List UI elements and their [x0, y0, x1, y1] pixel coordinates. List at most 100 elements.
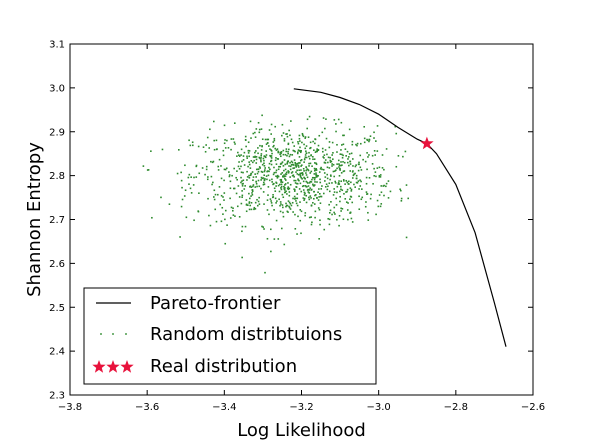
scatter-point — [246, 179, 248, 181]
scatter-point — [268, 170, 270, 173]
scatter-point — [257, 168, 260, 170]
scatter-point — [320, 188, 323, 190]
scatter-point — [308, 189, 311, 191]
scatter-point — [250, 201, 253, 204]
scatter-point — [318, 171, 321, 173]
scatter-point — [276, 148, 279, 150]
scatter-point — [368, 139, 371, 141]
scatter-point — [248, 174, 250, 177]
scatter-point — [295, 166, 298, 168]
scatter-point — [351, 171, 354, 173]
scatter-point — [241, 225, 244, 228]
scatter-point — [195, 164, 198, 167]
scatter-point — [240, 171, 243, 174]
legend-star — [106, 360, 120, 373]
scatter-point — [346, 181, 349, 184]
scatter-point — [301, 132, 304, 135]
scatter-point — [310, 223, 313, 226]
scatter-point — [181, 198, 184, 201]
scatter-point — [288, 201, 291, 204]
scatter-point — [395, 165, 398, 168]
scatter-point — [299, 162, 301, 164]
scatter-point — [291, 161, 294, 164]
scatter-point — [292, 149, 295, 152]
scatter-point — [349, 195, 352, 198]
scatter-point — [183, 195, 186, 197]
scatter-point — [376, 125, 379, 127]
scatter-point — [326, 177, 329, 180]
scatter-point — [278, 190, 281, 193]
scatter-point — [339, 200, 341, 203]
scatter-point — [338, 214, 341, 217]
scatter-point — [265, 154, 268, 156]
scatter-point — [281, 204, 284, 206]
scatter-point — [385, 148, 388, 150]
scatter-point — [310, 189, 313, 191]
scatter-point — [245, 199, 248, 201]
scatter-point — [308, 182, 311, 184]
scatter-point — [275, 169, 278, 172]
scatter-point — [232, 214, 235, 216]
scatter-point — [366, 193, 369, 195]
scatter-point — [260, 160, 262, 163]
scatter-point — [343, 193, 345, 195]
scatter-point — [251, 192, 253, 194]
scatter-point — [366, 138, 368, 141]
scatter-point — [382, 185, 385, 187]
scatter-point — [407, 197, 410, 200]
scatter-point — [261, 171, 264, 173]
scatter-point — [276, 174, 279, 177]
scatter-point — [275, 182, 278, 184]
scatter-point — [306, 168, 308, 170]
scatter-point — [306, 127, 308, 130]
scatter-point — [287, 186, 290, 188]
scatter-point — [209, 224, 212, 227]
scatter-point — [245, 210, 248, 213]
scatter-point — [290, 172, 293, 174]
scatter-point — [305, 174, 308, 176]
scatter-point — [237, 151, 239, 154]
scatter-point — [260, 149, 263, 151]
scatter-point — [296, 169, 298, 172]
scatter-point — [288, 129, 290, 132]
scatter-point — [326, 188, 329, 191]
scatter-point — [212, 181, 214, 184]
scatter-point — [328, 218, 331, 221]
scatter-point — [266, 199, 269, 201]
scatter-point — [240, 176, 242, 179]
scatter-point — [290, 138, 293, 141]
scatter-point — [280, 180, 283, 182]
scatter-point — [254, 201, 257, 204]
scatter-point — [319, 178, 321, 181]
scatter-point — [368, 154, 370, 156]
scatter-point — [291, 201, 294, 204]
scatter-point — [299, 159, 302, 162]
scatter-point — [326, 166, 329, 169]
scatter-point — [260, 154, 262, 157]
scatter-point — [373, 175, 376, 177]
x-axis-ticks: −3.8 −3.6 −3.4 −3.2 −3.0 −2.8 −2.6 — [58, 44, 545, 413]
scatter-point — [324, 159, 327, 161]
scatter-point — [243, 151, 246, 154]
scatter-point — [223, 142, 226, 145]
scatter-point — [241, 185, 244, 187]
scatter-point — [262, 191, 265, 193]
scatter-point — [359, 166, 362, 169]
scatter-point — [285, 202, 287, 205]
scatter-point — [296, 151, 299, 154]
scatter-point — [263, 203, 265, 205]
scatter-point — [189, 187, 192, 190]
scatter-point — [280, 178, 283, 181]
scatter-point — [251, 161, 254, 164]
scatter-point — [238, 167, 241, 170]
scatter-point — [317, 199, 320, 201]
scatter-point — [292, 174, 295, 177]
scatter-point — [240, 154, 242, 156]
scatter-point — [252, 184, 255, 186]
scatter-point — [299, 140, 301, 142]
scatter-point — [314, 151, 317, 153]
scatter-point — [280, 203, 282, 205]
scatter-point — [310, 181, 313, 183]
scatter-point — [341, 164, 343, 166]
scatter-point — [330, 175, 332, 177]
